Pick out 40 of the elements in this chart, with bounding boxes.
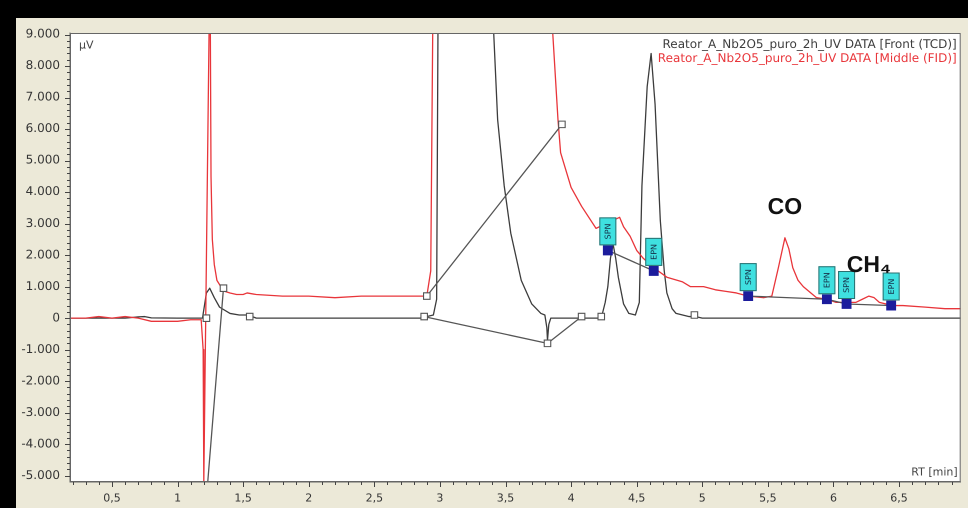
series-label: Reator_A_Nb2O5_puro_2h_UV DATA [Front (TCD)] (662, 37, 957, 52)
y-tick-label: 7.000 (26, 90, 60, 104)
data-label: SPN (842, 277, 852, 293)
x-tick-label: 2 (305, 491, 312, 504)
y-tick-label: 4.000 (26, 184, 60, 198)
data-label: SPN (603, 223, 612, 240)
y-tick-label: 2.000 (26, 247, 60, 262)
y-tick-label: -4.000 (21, 436, 60, 450)
annotation: CH₄ (846, 251, 891, 278)
y-tick-label: 3.000 (26, 216, 60, 230)
y-tick-label: 8.000 (26, 58, 60, 72)
y-tick-label: 0 (52, 310, 60, 324)
y-tick-label: 6.000 (26, 121, 60, 136)
x-tick-label: 2,5 (366, 491, 384, 504)
y-tick-label: 1.000 (26, 278, 60, 293)
x-tick-label: 0,5 (103, 491, 121, 504)
y-tick-label: -1.000 (21, 342, 60, 356)
x-tick-label: 4 (568, 491, 575, 504)
x-tick-label: 6 (830, 491, 837, 504)
x-tick-label: 3,5 (496, 491, 514, 504)
data-label: EPN (886, 278, 896, 294)
y-tick-label: -5.000 (21, 468, 60, 482)
y-axis-title: µV (79, 38, 94, 52)
x-tick-label: 3 (436, 491, 444, 504)
x-tick-label: 5,5 (759, 491, 777, 504)
x-tick-label: 5 (698, 491, 706, 504)
y-tick-label: 9.000 (26, 26, 60, 41)
x-tick-label: 6,5 (890, 491, 908, 504)
x-tick-label: 1,5 (234, 491, 252, 504)
data-label: EPN (649, 244, 658, 260)
data-label: EPN (822, 272, 832, 288)
y-tick-label: -2.000 (21, 373, 60, 388)
annotation: CO (768, 192, 802, 219)
y-tick-label: -3.000 (21, 404, 60, 419)
text: Reator_A_Nb2O5_puro_2h_UV DATA [Middle (FID)] (658, 51, 957, 66)
x-tick-label: 1 (174, 491, 182, 504)
x-axis-title: RT [min] (911, 465, 958, 478)
data-label: SPN (744, 269, 753, 286)
y-tick-label: 5.000 (26, 152, 60, 167)
x-tick-label: 4,5 (628, 491, 646, 504)
